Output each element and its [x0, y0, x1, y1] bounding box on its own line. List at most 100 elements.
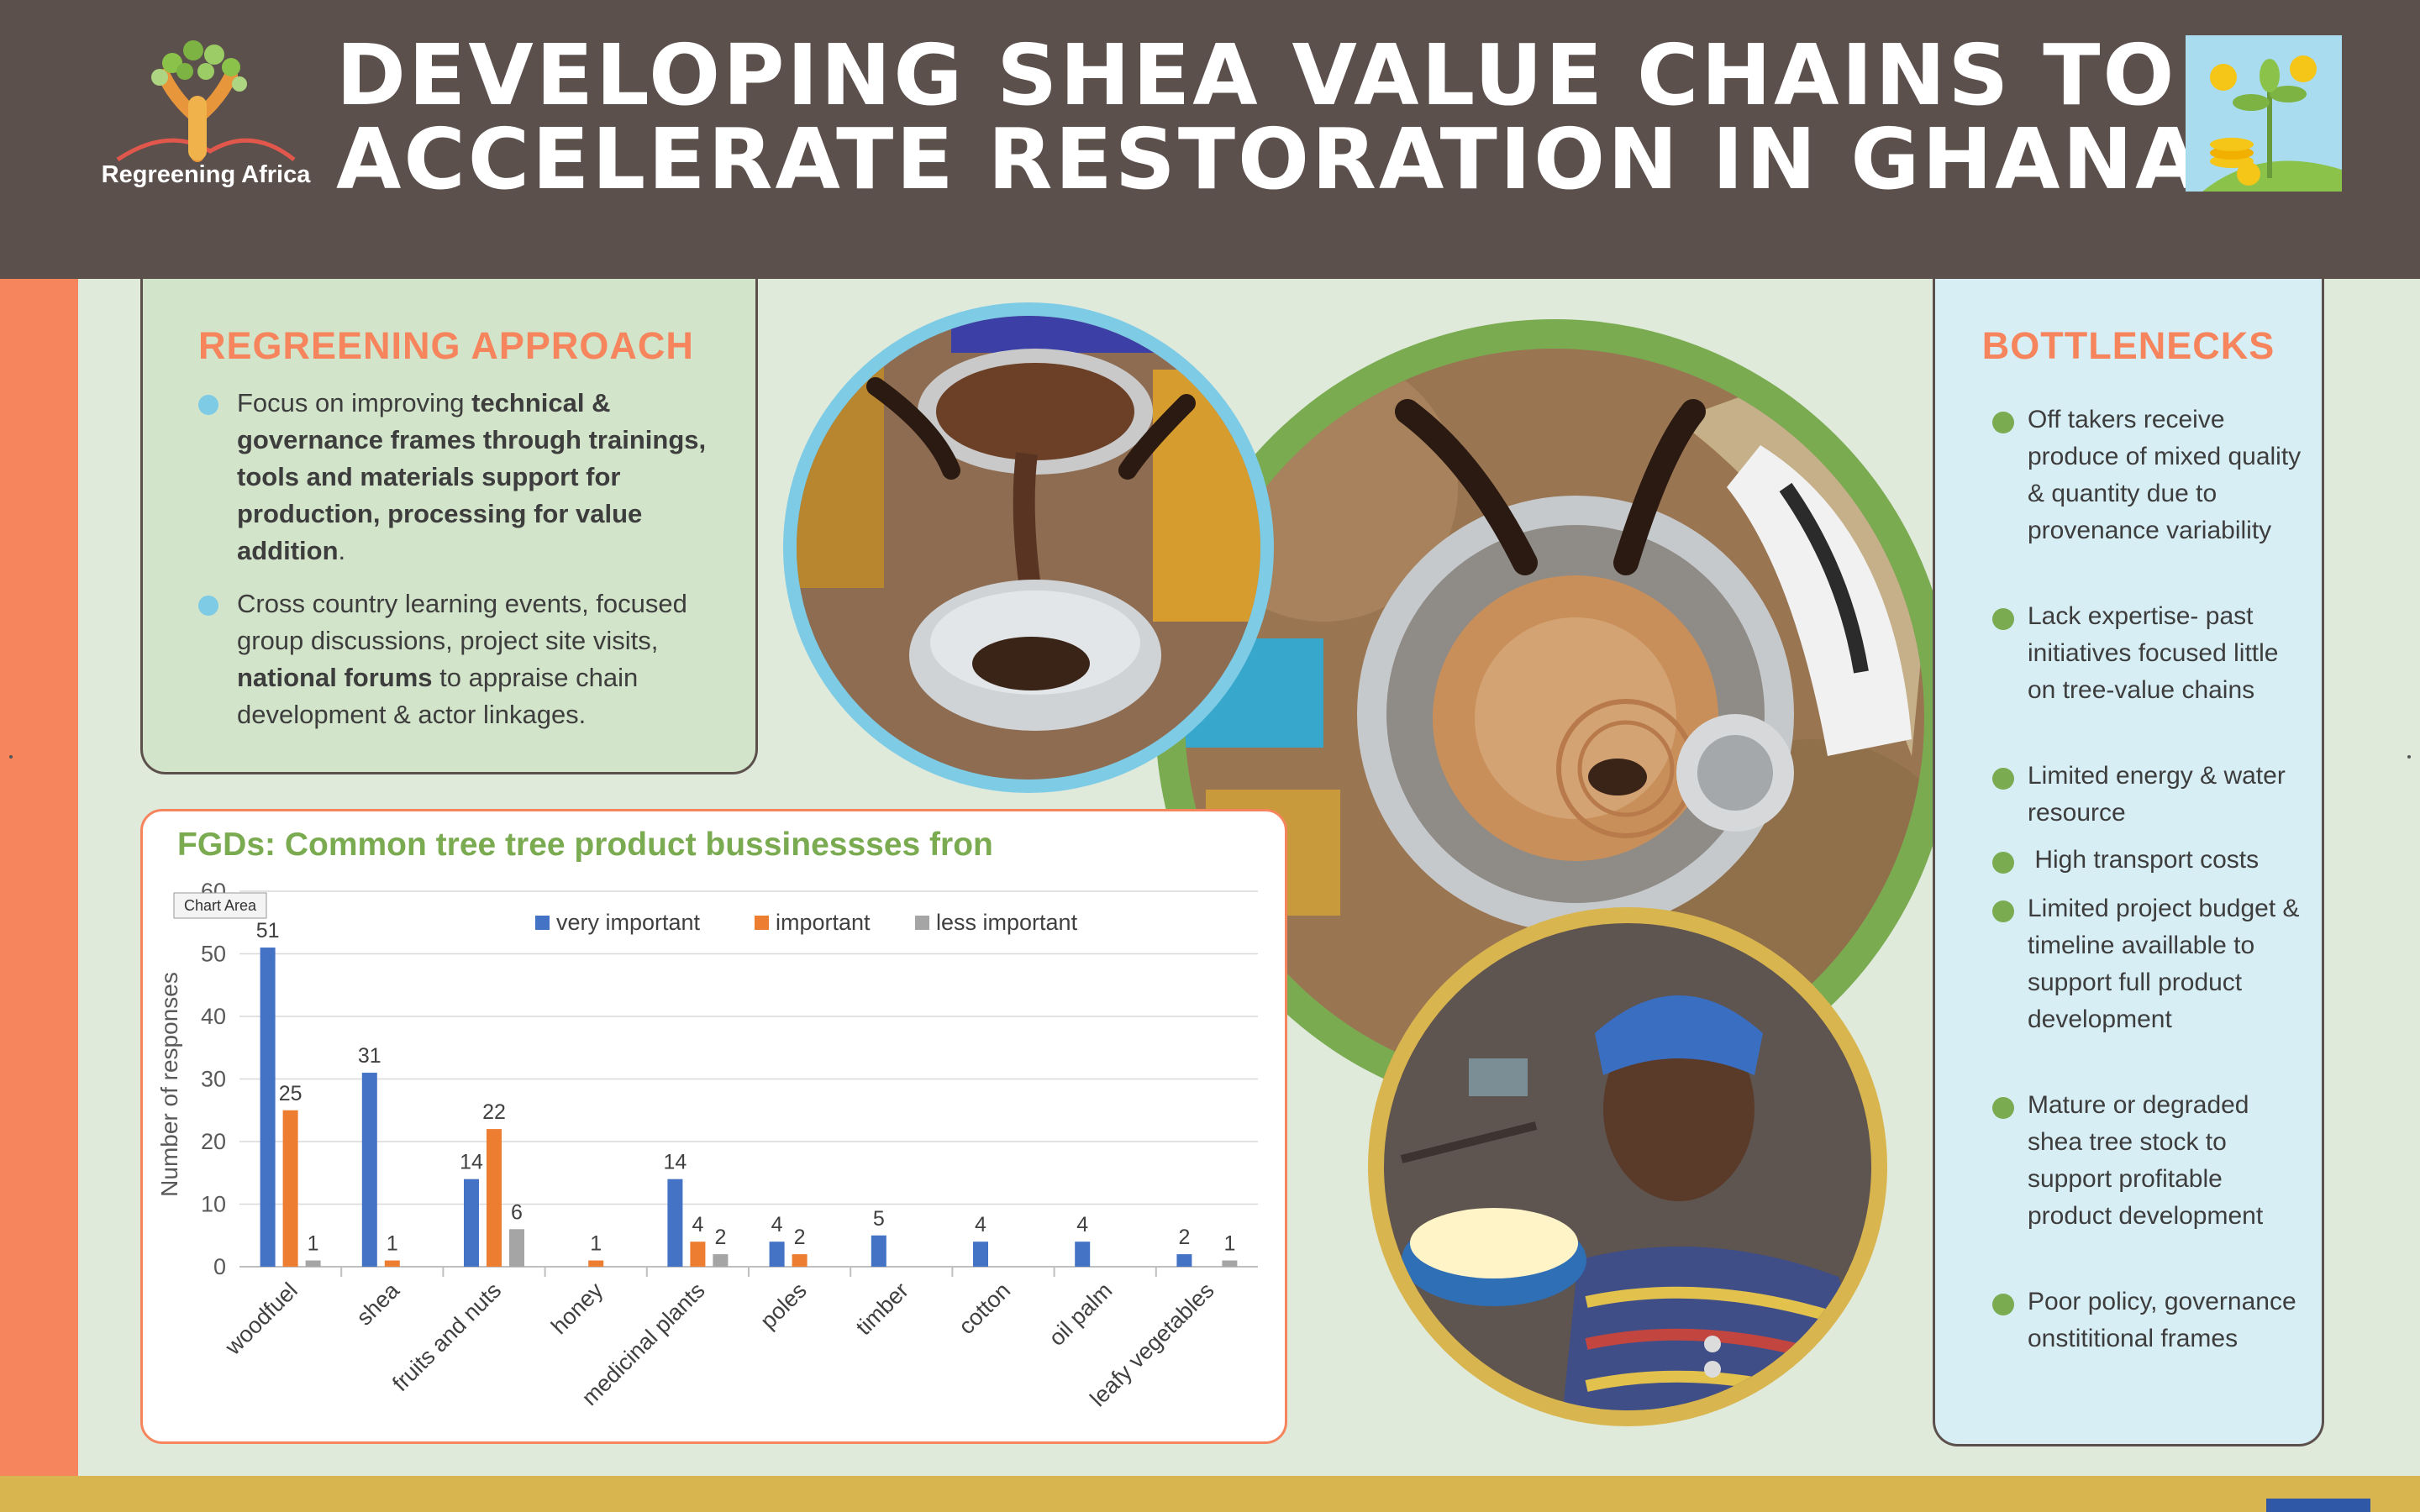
y-tick-label: 20 — [201, 1129, 226, 1154]
data-label: 6 — [511, 1200, 523, 1224]
data-label: 2 — [794, 1226, 806, 1249]
x-tick-label: shea — [351, 1277, 404, 1330]
bottleneck-text: Limited project budget & timeline availl… — [2028, 895, 2300, 1033]
bottom-accent-strip — [0, 1476, 2420, 1512]
data-label: 4 — [1076, 1213, 1088, 1236]
bar — [1222, 1260, 1238, 1267]
bar — [464, 1179, 479, 1267]
bar — [361, 1073, 377, 1267]
data-label: 1 — [308, 1232, 319, 1256]
bottleneck-text: Lack expertise- past initiatives focused… — [2028, 602, 2279, 704]
bottleneck-item: Poor policy, governance onstititional fr… — [1992, 1284, 2305, 1357]
bar — [792, 1254, 808, 1267]
page-title: DEVELOPING SHEA VALUE CHAINS TO ACCELERA… — [336, 26, 2203, 208]
data-label: 4 — [692, 1213, 703, 1236]
y-tick-label: 40 — [201, 1004, 226, 1029]
legend-swatch — [535, 916, 550, 930]
legend-swatch — [915, 916, 929, 930]
bar — [973, 1242, 988, 1267]
photo-kneading-shea — [1155, 319, 1954, 1117]
bullet-1-end: . — [338, 536, 346, 565]
data-label: 1 — [1223, 1232, 1235, 1256]
x-tick-label: woodfuel — [219, 1278, 302, 1360]
bar — [487, 1129, 502, 1267]
bar — [1176, 1254, 1192, 1267]
bar — [588, 1260, 604, 1267]
bottleneck-text: Poor policy, governance onstititional fr… — [2028, 1288, 2296, 1352]
regreening-approach-panel: REGREENING APPROACH Focus on improving t… — [140, 279, 758, 774]
bullet-2-end: to appraise chain development & actor li… — [237, 663, 639, 729]
data-label: 14 — [663, 1151, 687, 1174]
money-tree-icon — [2186, 35, 2342, 192]
title-line-2: ACCELERATE RESTORATION IN GHANA — [336, 110, 2203, 208]
y-tick-label: 30 — [201, 1067, 226, 1092]
bottom-badge — [2266, 1499, 2370, 1512]
bar — [282, 1110, 298, 1267]
bottleneck-text: Mature or degraded shea tree stock to su… — [2028, 1091, 2264, 1230]
x-tick-label: oil palm — [1044, 1278, 1117, 1351]
bar — [769, 1242, 785, 1267]
bullet-dot — [1992, 768, 2014, 790]
chart-title: FGDs: Common tree tree product bussiness… — [177, 827, 993, 863]
bullet-dot — [198, 596, 218, 616]
y-tick-label: 0 — [213, 1254, 226, 1279]
bottleneck-text: Limited energy & water resource — [2028, 762, 2286, 827]
x-tick-label: cotton — [954, 1278, 1015, 1339]
regreening-africa-logo — [116, 40, 296, 162]
bullet-1-bold: technical & governance frames through tr… — [237, 388, 707, 565]
bullet-dot — [1992, 412, 2014, 433]
bottleneck-item: Lack expertise- past initiatives focused… — [1992, 598, 2305, 709]
bar-chart: 010203040506051251woodfuel311shea14226fr… — [156, 879, 1258, 1411]
data-label: 1 — [590, 1232, 602, 1256]
photo-pouring-shea-butter — [783, 302, 1274, 793]
y-tick-label: 10 — [201, 1192, 226, 1217]
legend-label: less important — [936, 910, 1078, 935]
legend-label: very important — [556, 910, 701, 935]
approach-bullet-1: Focus on improving technical & governanc… — [198, 385, 708, 570]
legend-swatch — [755, 916, 769, 930]
bar — [1075, 1242, 1091, 1267]
data-label: 1 — [387, 1232, 398, 1256]
header-banner — [0, 0, 2420, 279]
x-tick-label: timber — [851, 1278, 913, 1340]
bottlenecks-panel: BOTTLENECKS Off takers receive produce o… — [1933, 279, 2324, 1446]
bottleneck-item: High transport costs — [1992, 842, 2305, 879]
photo-woman-with-bowl — [1368, 907, 1887, 1426]
edge-marker — [2407, 755, 2411, 759]
title-line-1: DEVELOPING SHEA VALUE CHAINS TO — [336, 26, 2177, 124]
bar — [713, 1254, 729, 1267]
data-label: 2 — [1178, 1226, 1190, 1249]
bar — [690, 1242, 706, 1267]
x-tick-label: poles — [755, 1278, 812, 1334]
edge-marker — [9, 755, 13, 759]
bottleneck-item: Off takers receive produce of mixed qual… — [1992, 402, 2305, 549]
data-label: 2 — [714, 1226, 726, 1249]
bottleneck-text: Off takers receive produce of mixed qual… — [2028, 406, 2302, 544]
bullet-dot — [1992, 852, 2014, 874]
data-label: 31 — [358, 1044, 381, 1068]
approach-bullet-2: Cross country learning events, focused g… — [198, 585, 708, 733]
data-label: 22 — [482, 1100, 506, 1124]
data-label: 14 — [460, 1151, 483, 1174]
tooltip-text: Chart Area — [184, 897, 257, 914]
x-tick-label: honey — [546, 1278, 608, 1340]
approach-heading: REGREENING APPROACH — [198, 324, 694, 367]
bar — [509, 1229, 524, 1267]
bullet-2-text: Cross country learning events, focused g… — [237, 589, 687, 655]
bar — [260, 948, 276, 1267]
bar — [384, 1260, 400, 1267]
bottleneck-text: High transport costs — [2028, 846, 2260, 874]
bullet-2-bold: national forums — [237, 663, 433, 692]
data-label: 5 — [873, 1207, 885, 1231]
bullet-dot — [1992, 1294, 2014, 1315]
data-label: 51 — [256, 919, 280, 942]
chart-panel — [140, 809, 1287, 1444]
chart-area-tooltip: Chart Area — [173, 892, 267, 919]
bottleneck-item: Mature or degraded shea tree stock to su… — [1992, 1087, 2305, 1235]
bar — [305, 1260, 321, 1267]
data-label: 25 — [279, 1082, 302, 1105]
bullet-dot — [1992, 608, 2014, 630]
bar — [871, 1235, 886, 1267]
y-axis-label: Number of responses — [156, 972, 182, 1197]
bar — [667, 1179, 683, 1267]
